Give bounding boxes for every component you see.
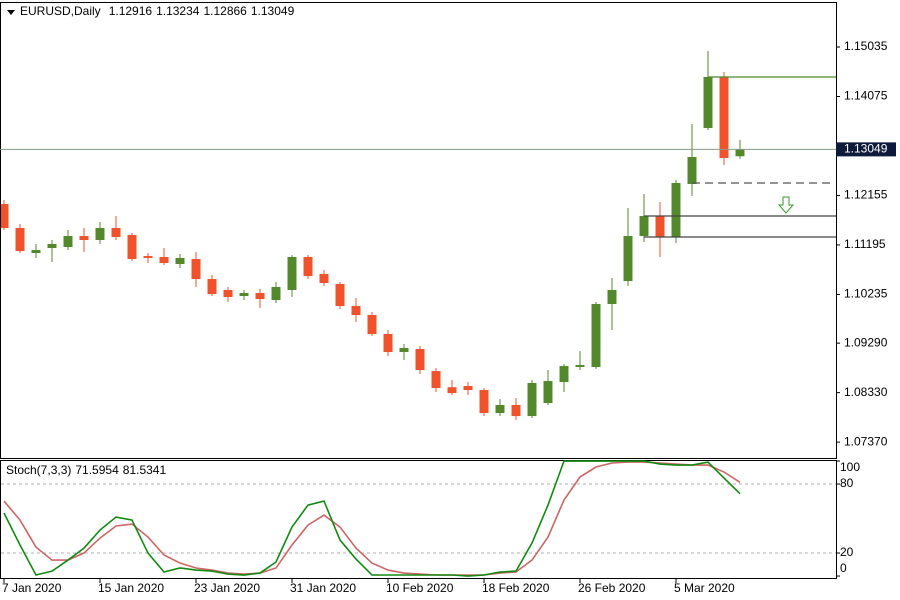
candle-body: [223, 290, 233, 298]
x-tick-label: 15 Jan 2020: [98, 581, 164, 595]
y-tick-label: 0: [840, 561, 847, 575]
candle-body: [463, 386, 473, 391]
y-tick-label: 1.08330: [844, 385, 888, 399]
candle-body: [319, 274, 329, 283]
candle-body: [127, 235, 137, 260]
candle-body: [495, 405, 505, 413]
candle-body: [111, 227, 121, 238]
candle-body: [255, 292, 265, 300]
y-tick-label: 1.11195: [844, 237, 886, 251]
candle-body: [383, 334, 393, 353]
stoch-line: [3, 460, 741, 577]
candle-body: [351, 306, 361, 316]
y-tick-label: 1.07370: [844, 434, 888, 448]
y-tick-label: 80: [840, 476, 854, 490]
candle-body: [415, 349, 425, 371]
candle-body: [687, 157, 697, 185]
candle-body: [479, 390, 489, 413]
current-price-box: [836, 142, 896, 157]
y-tick-label: 1.14075: [844, 89, 888, 103]
stoch-panel-frame: [0, 460, 837, 579]
candle-body: [703, 77, 713, 128]
y-tick-label: 20: [840, 545, 854, 559]
candle-body: [63, 236, 73, 248]
candle-body: [287, 257, 297, 291]
y-tick-label: 1.12155: [844, 188, 888, 202]
stoch-header: Stoch(7,3,3) 71.5954 81.5341: [6, 463, 166, 477]
x-tick-label: 23 Jan 2020: [194, 581, 260, 595]
x-tick-label: 31 Jan 2020: [290, 581, 356, 595]
candle-body: [239, 292, 249, 297]
candle-body: [271, 287, 281, 301]
candle-body: [639, 216, 649, 237]
candle-body: [719, 77, 729, 158]
candle-body: [671, 182, 681, 238]
stoch-line: [3, 461, 741, 576]
candle-body: [143, 256, 153, 258]
price-panel-frame: [0, 2, 837, 459]
current-price-label: 1.13049: [844, 142, 888, 156]
candle-body: [543, 381, 553, 403]
candle-body: [559, 366, 569, 383]
candle-body: [511, 405, 521, 417]
price-header: EURUSD,Daily 1.12916 1.13234 1.12866 1.13049: [20, 4, 295, 18]
y-tick-label: 1.09290: [844, 335, 888, 349]
main-value: 71.5954: [75, 463, 119, 477]
x-tick-label: 5 Mar 2020: [674, 581, 735, 595]
x-tick-label: 10 Feb 2020: [386, 581, 454, 595]
candle-body: [159, 257, 169, 263]
low-value: 1.12866: [203, 4, 247, 18]
candle-body: [47, 244, 57, 248]
candle-body: [655, 216, 665, 238]
symbol-menu-icon[interactable]: [7, 10, 15, 15]
signal-value: 81.5341: [123, 463, 167, 477]
candle-body: [335, 284, 345, 307]
candle-body: [591, 304, 601, 368]
candles: [1, 51, 836, 421]
candle-body: [527, 382, 537, 417]
candle-body: [447, 387, 457, 393]
candle-body: [175, 257, 185, 265]
sell-arrow[interactable]: [777, 196, 795, 214]
candle-body: [207, 279, 217, 295]
x-tick-label: 7 Jan 2020: [2, 581, 62, 595]
candle-body: [399, 347, 409, 353]
candle-body: [607, 290, 617, 305]
candle-body: [1, 204, 9, 228]
candle-body: [623, 236, 633, 282]
candle-body: [191, 259, 201, 280]
y-tick-label: 100: [840, 460, 860, 474]
close-value: 1.13049: [251, 4, 295, 18]
candle-body: [79, 236, 89, 241]
indicator-name: Stoch(7,3,3): [6, 463, 71, 477]
candle-body: [15, 227, 25, 252]
candle-body: [735, 149, 745, 157]
candle-body: [367, 315, 377, 335]
open-value: 1.12916: [109, 4, 153, 18]
x-tick-label: 18 Feb 2020: [482, 581, 550, 595]
candle-body: [431, 371, 441, 388]
candle-body: [31, 250, 41, 253]
candle-body: [575, 365, 585, 368]
y-tick-label: 1.10235: [844, 287, 888, 301]
candle-body: [303, 257, 313, 277]
high-value: 1.13234: [156, 4, 200, 18]
symbol: EURUSD,Daily: [20, 4, 101, 18]
x-tick-label: 26 Feb 2020: [578, 581, 646, 595]
candle-body: [95, 227, 105, 241]
y-tick-label: 1.15035: [844, 39, 888, 53]
